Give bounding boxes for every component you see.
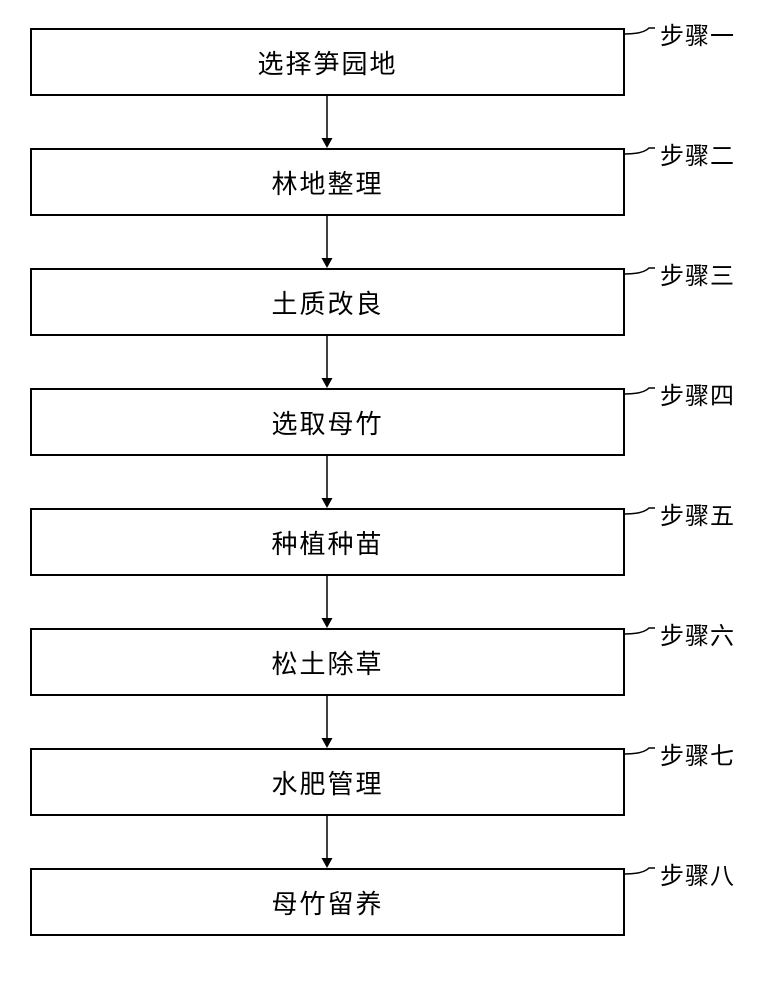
leader-line-8 bbox=[0, 0, 776, 1000]
flowchart-canvas: 选择笋园地步骤一林地整理步骤二土质改良步骤三选取母竹步骤四种植种苗步骤五松土除草… bbox=[0, 0, 776, 1000]
step-label-8: 步骤八 bbox=[660, 856, 735, 891]
